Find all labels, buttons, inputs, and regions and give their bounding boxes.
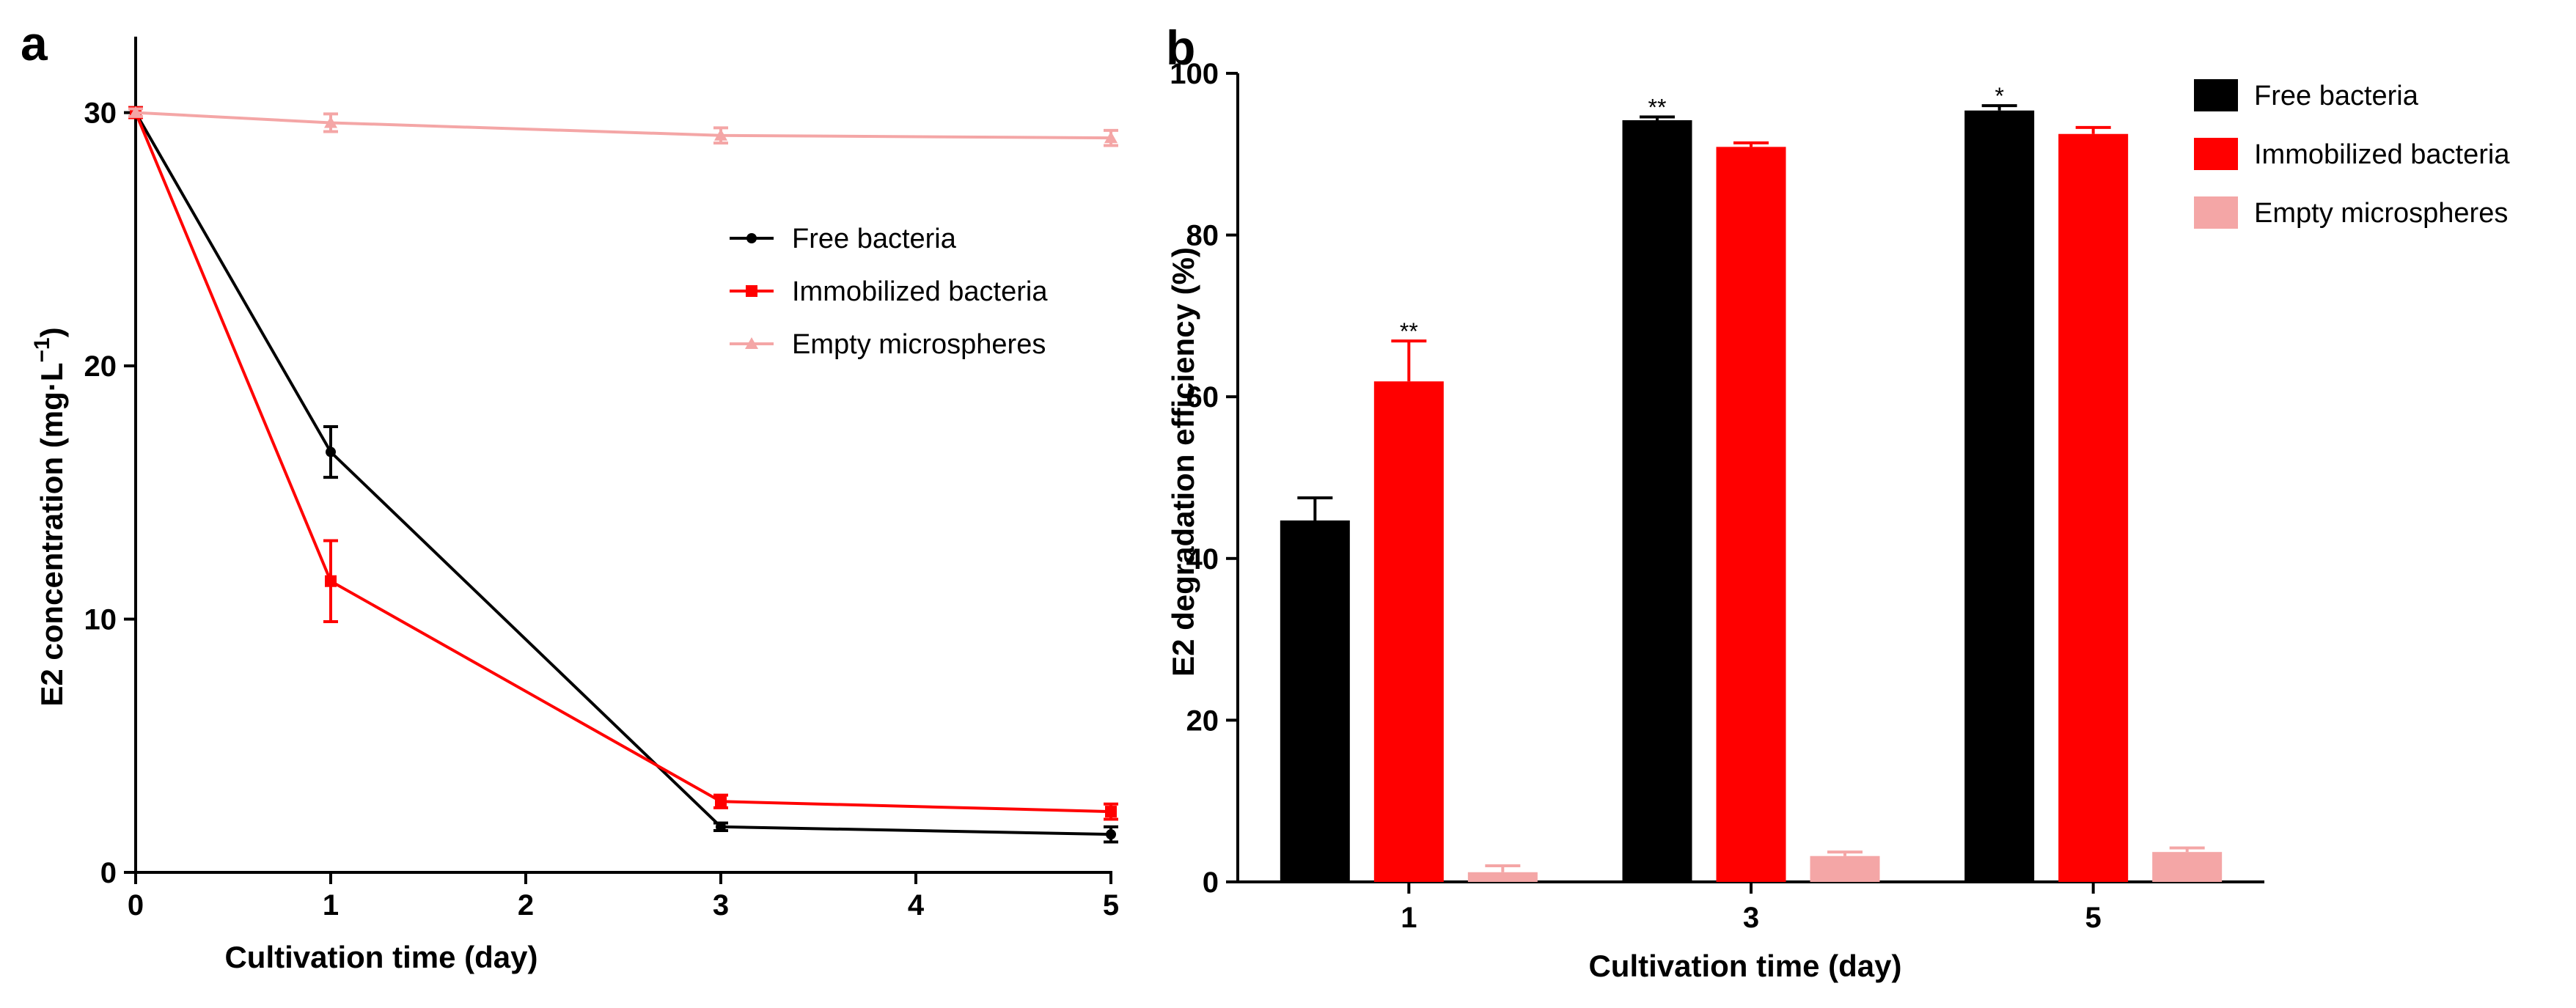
bar-empty-microspheres-day-1 — [1467, 872, 1538, 882]
legend-label-immobilized-bacteria: Immobilized bacteria — [2254, 139, 2510, 170]
data-point-free-bacteria — [1106, 829, 1116, 840]
panel-a-y-tick-label: 10 — [84, 604, 117, 636]
panel-b-y-tick-label: 0 — [1203, 867, 1219, 899]
panel-b-label: b — [1166, 21, 1195, 75]
panel-a-x-tick-label: 2 — [518, 889, 534, 921]
panel-a-y-axis-title-main: E2 concentration (mg·L — [34, 363, 69, 707]
panel-a-y-axis-title-sup: −1 — [30, 337, 54, 362]
significance-marker: * — [1995, 83, 2003, 109]
panel-a-label: a — [21, 16, 48, 70]
panel-b-x-tick-label: 5 — [2085, 902, 2102, 934]
significance-marker: ** — [1648, 95, 1667, 121]
panel-b-y-tick-label: 20 — [1186, 705, 1219, 737]
panel-b-x-axis-title: Cultivation time (day) — [1588, 949, 1901, 983]
legend-label-free-bacteria: Free bacteria — [2254, 81, 2419, 111]
legend-swatch-free-bacteria — [2194, 79, 2238, 111]
panel-a-x-tick-label: 1 — [323, 889, 339, 921]
bar-empty-microspheres-day-3 — [1810, 856, 1880, 882]
data-point-immobilized-bacteria — [715, 795, 727, 808]
legend-marker-free-bacteria — [746, 233, 757, 243]
panel-b-y-tick-label: 60 — [1186, 381, 1219, 413]
panel-a-y-axis-title: E2 concentration (mg·L−1) — [30, 327, 69, 706]
bar-immobilized-bacteria-day-1 — [1373, 381, 1444, 882]
data-point-free-bacteria — [326, 446, 336, 457]
series-line-empty-microspheres — [135, 111, 1112, 140]
significance-marker: ** — [1400, 318, 1418, 345]
panel-a-line-chart: a 0 1 2 3 4 5 0 10 20 30 Cultivation time (day) E… — [21, 16, 1119, 974]
data-point-immobilized-bacteria — [1105, 806, 1117, 818]
panel-b-y-tick-label: 80 — [1186, 220, 1219, 252]
panel-b-y-tick-label: 40 — [1186, 543, 1219, 575]
panel-a-x-tick-label: 5 — [1103, 889, 1119, 921]
legend-swatch-empty-microspheres — [2194, 196, 2238, 229]
panel-b-x-tick-label: 1 — [1401, 902, 1417, 934]
panel-a-y-axis-title-close: ) — [34, 327, 69, 337]
legend-marker-empty-microspheres — [745, 337, 758, 349]
panel-a-y-tick-label: 20 — [84, 350, 117, 383]
data-point-empty-microspheres — [1104, 131, 1118, 144]
panel-b-legend: Free bacteria Immobilized bacteria Empty m… — [2194, 79, 2510, 229]
legend-marker-immobilized-bacteria — [746, 285, 757, 297]
bar-immobilized-bacteria-day-5 — [2058, 133, 2129, 883]
panel-a-axes: 0 1 2 3 4 5 0 10 20 30 — [84, 37, 1119, 921]
panel-a-series — [128, 106, 1118, 844]
legend-label-immobilized-bacteria: Immobilized bacteria — [792, 276, 1048, 307]
panel-b-y-axis-title: E2 degradation efficiency (%) — [1166, 247, 1200, 677]
panel-a-x-tick-label: 4 — [908, 889, 925, 921]
bar-free-bacteria-day-1 — [1280, 520, 1350, 882]
legend-label-free-bacteria: Free bacteria — [792, 224, 957, 254]
data-point-empty-microspheres — [129, 106, 142, 118]
panel-a-y-tick-label: 30 — [84, 98, 117, 130]
panel-a-legend: Free bacteria Immobilized bacteria Empty m… — [730, 224, 1048, 360]
legend-label-empty-microspheres: Empty microspheres — [792, 329, 1046, 360]
bar-free-bacteria-day-5 — [1964, 110, 2035, 882]
legend-label-empty-microspheres: Empty microspheres — [2254, 198, 2508, 229]
panel-b-y-tick-label: 100 — [1170, 58, 1219, 90]
series-line-free-bacteria — [134, 111, 1112, 836]
bar-immobilized-bacteria-day-3 — [1716, 147, 1786, 883]
data-point-empty-microspheres — [714, 128, 727, 141]
data-point-free-bacteria — [716, 821, 726, 832]
data-point-immobilized-bacteria — [325, 575, 337, 587]
panel-a-y-tick-label: 0 — [100, 857, 117, 889]
bar-free-bacteria-day-3 — [1622, 119, 1692, 882]
series-line-immobilized-bacteria — [134, 111, 1112, 814]
data-point-empty-microspheres — [324, 116, 337, 128]
panel-a-x-tick-label: 3 — [713, 889, 729, 921]
panel-b-x-tick-label: 3 — [1743, 902, 1759, 934]
bar-empty-microspheres-day-5 — [2152, 852, 2223, 882]
panel-a-x-axis-title: Cultivation time (day) — [224, 940, 537, 974]
legend-swatch-immobilized-bacteria — [2194, 138, 2238, 170]
panel-b-bars: **** * — [1280, 83, 2223, 883]
panel-a-x-tick-label: 0 — [128, 889, 144, 921]
